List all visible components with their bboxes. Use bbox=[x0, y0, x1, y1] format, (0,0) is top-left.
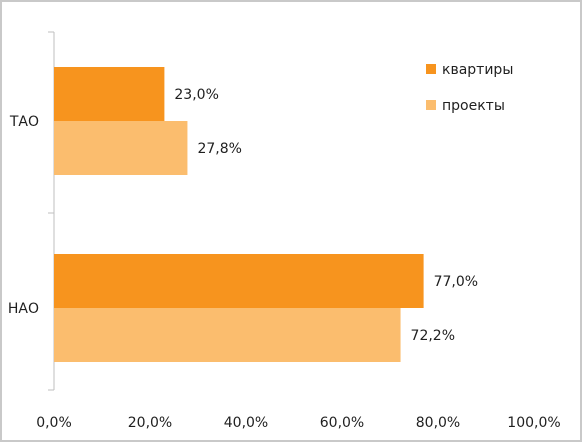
data-label: 23,0% bbox=[174, 87, 218, 103]
data-label: 72,2% bbox=[411, 328, 455, 344]
legend-swatch bbox=[426, 64, 436, 74]
bar-kvartiry-0 bbox=[54, 67, 165, 121]
category-label: НАО bbox=[8, 301, 39, 317]
x-tick-label: 60,0% bbox=[320, 415, 364, 431]
legend-label: квартиры bbox=[442, 62, 513, 78]
bar-proekty-0 bbox=[54, 121, 188, 175]
bar-kvartiry-1 bbox=[54, 254, 424, 308]
data-label: 27,8% bbox=[197, 141, 241, 157]
category-label: ТАО bbox=[9, 114, 39, 130]
x-tick-label: 20,0% bbox=[128, 415, 172, 431]
legend-label: проекты bbox=[442, 98, 505, 114]
x-tick-label: 0,0% bbox=[36, 415, 72, 431]
x-tick-label: 40,0% bbox=[224, 415, 268, 431]
data-label: 77,0% bbox=[434, 274, 478, 290]
legend-swatch bbox=[426, 100, 436, 110]
x-tick-label: 80,0% bbox=[416, 415, 460, 431]
x-tick-label: 100,0% bbox=[507, 415, 560, 431]
bar-proekty-1 bbox=[54, 308, 401, 362]
